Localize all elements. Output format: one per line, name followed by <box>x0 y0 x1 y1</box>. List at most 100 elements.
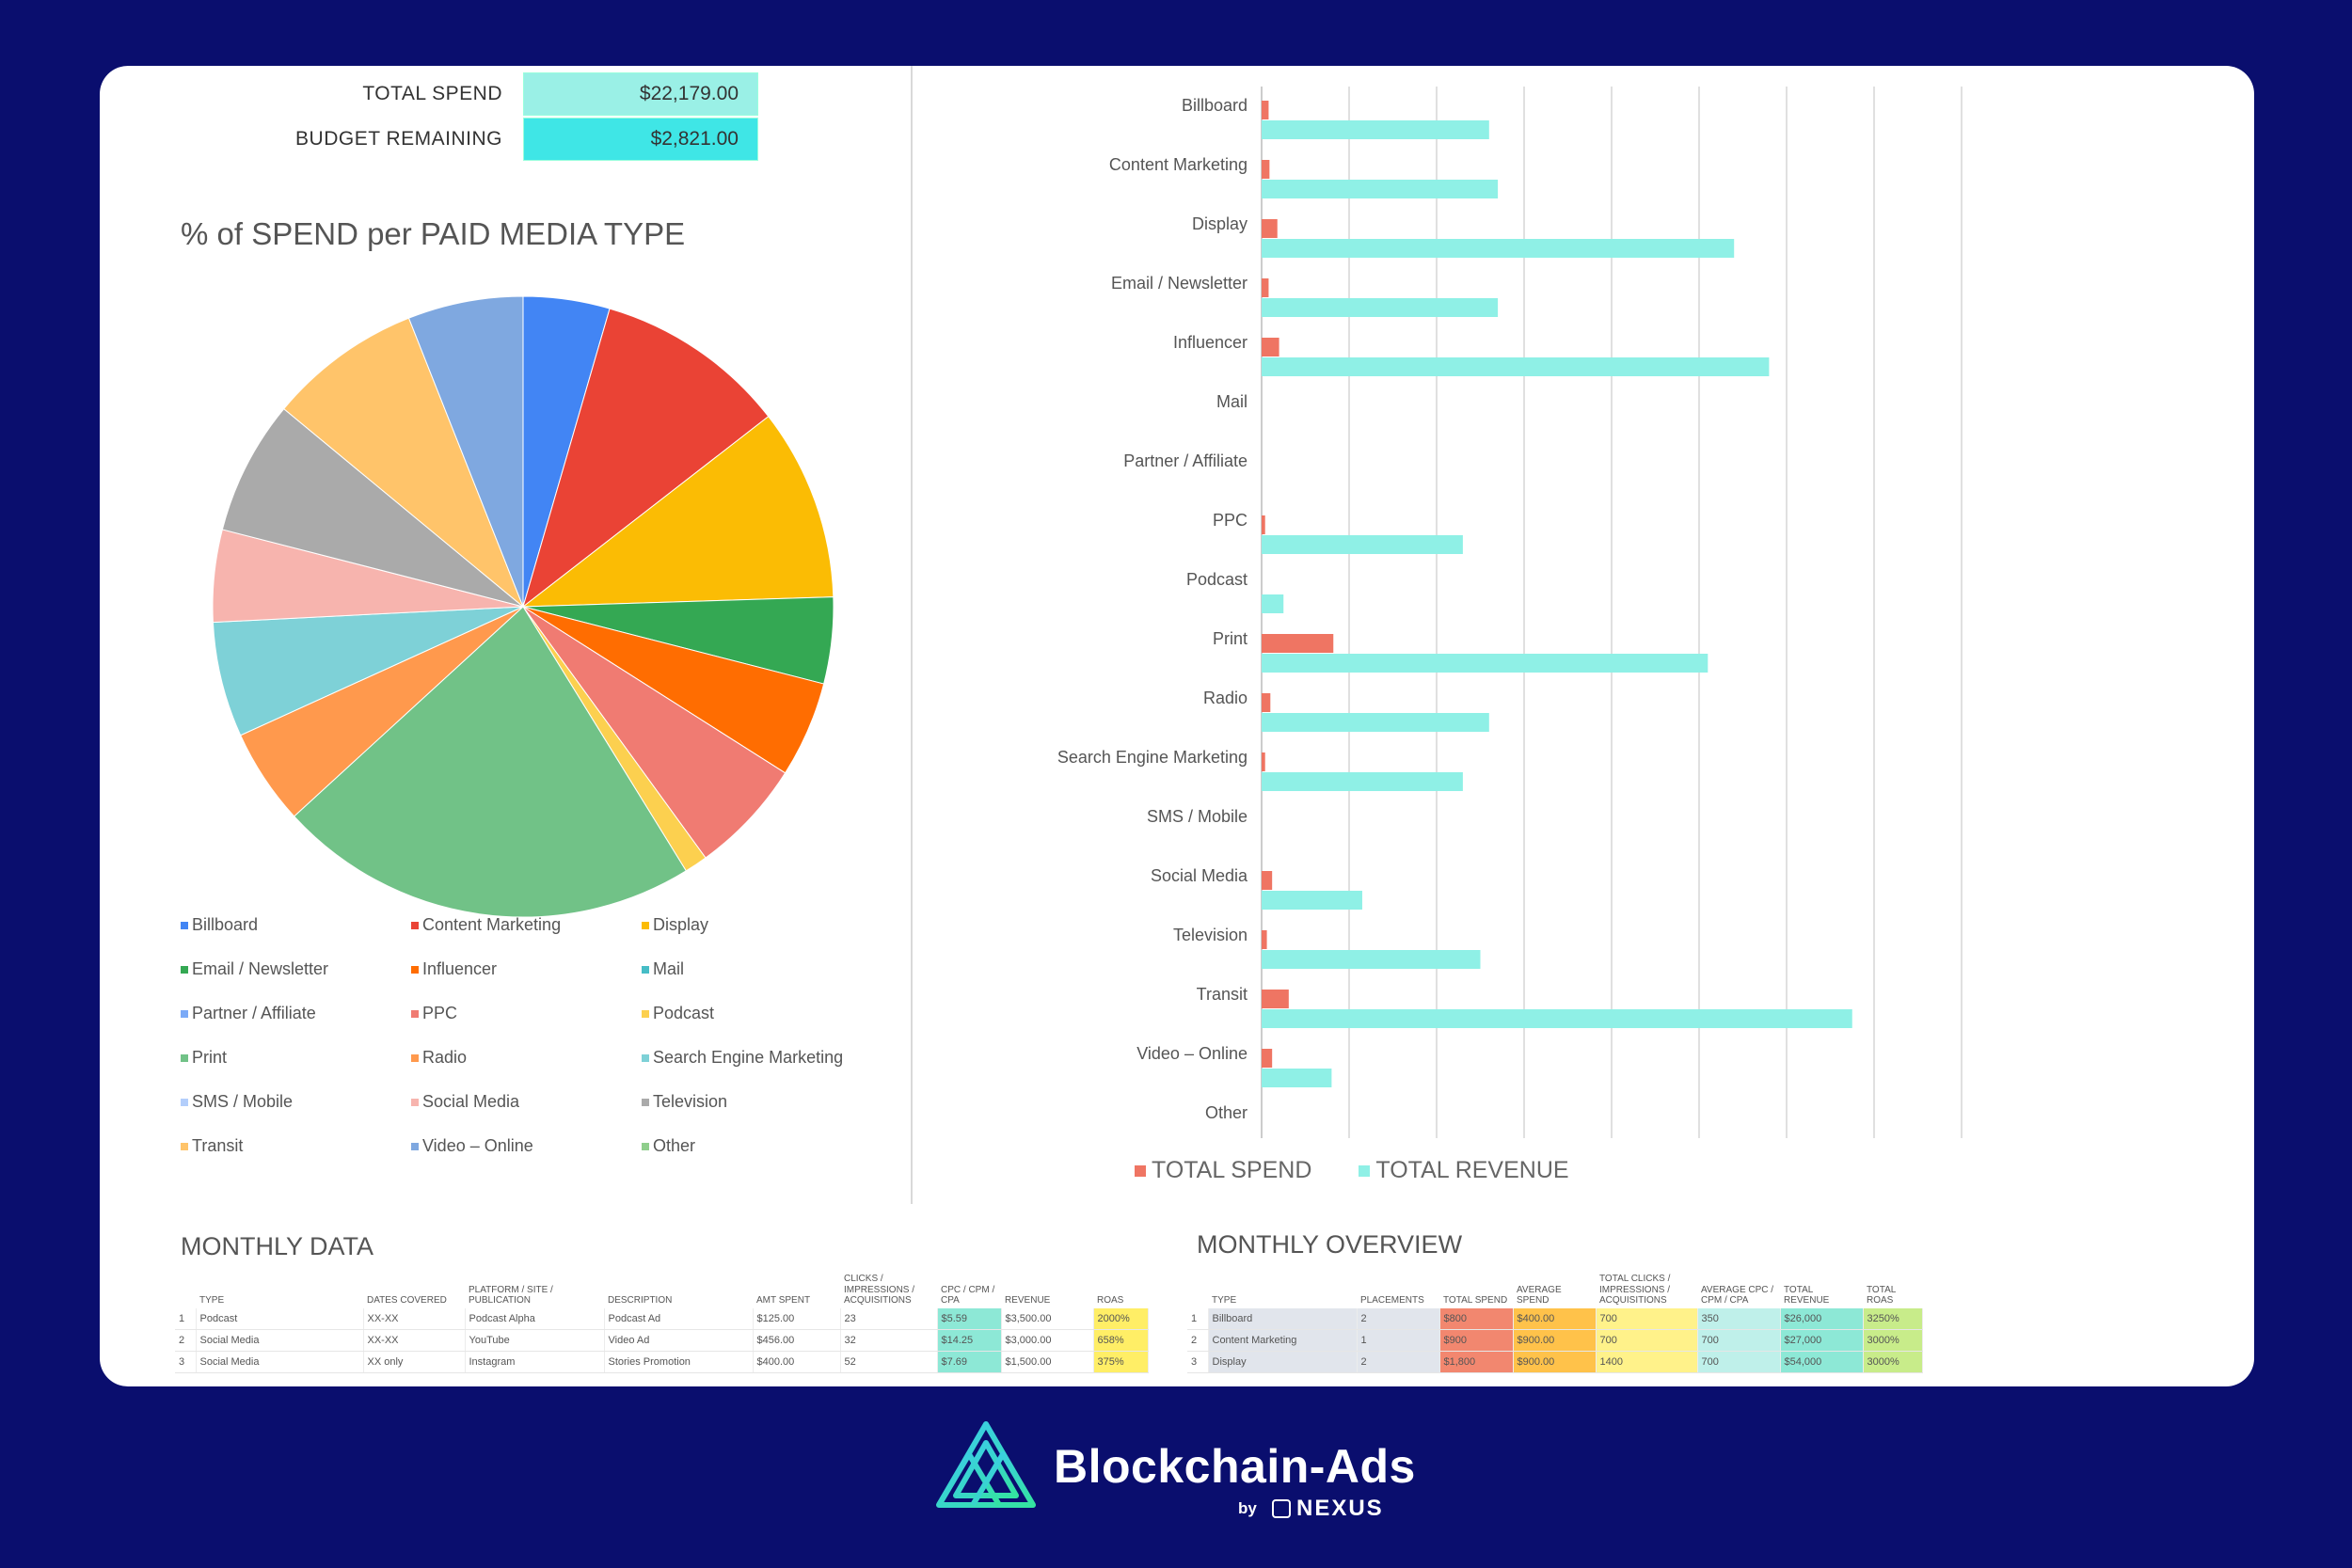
legend-swatch <box>181 1142 188 1150</box>
legend-swatch <box>411 965 419 974</box>
row-num: 3 <box>1187 1351 1209 1373</box>
category-label-podcast: Podcast <box>1186 570 1248 589</box>
pie-slice-transit <box>283 317 524 608</box>
cell-total-roas: 3250% <box>1863 1307 1923 1330</box>
cell-clicks: 23 <box>840 1307 938 1330</box>
col-header: PLACEMENTS <box>1360 1295 1424 1306</box>
legend-swatch <box>411 1053 419 1062</box>
table-row: 3 Social Media XX only Instagram Stories… <box>175 1351 1149 1373</box>
bar-total-revenue-search-engine-marketing <box>1262 772 1463 791</box>
legend-label: Radio <box>422 1048 468 1067</box>
brand-by: by <box>1238 1499 1257 1517</box>
legend-item-content-marketing: Content Marketing <box>411 912 642 938</box>
cell-roas: 658% <box>1093 1329 1149 1352</box>
legend-swatch <box>642 1098 649 1106</box>
cell-total-revenue: $26,000 <box>1780 1307 1864 1330</box>
legend-swatch <box>411 1009 419 1018</box>
bar-total-spend-video-online <box>1262 1049 1273 1068</box>
pie-slice-print <box>293 606 687 918</box>
pie-slice-content-marketing <box>522 308 770 609</box>
category-label-display: Display <box>1192 214 1248 233</box>
cell-average-spend: $900.00 <box>1513 1329 1597 1352</box>
legend-item-influencer: Influencer <box>411 957 642 982</box>
cell-description: Video Ad <box>604 1329 754 1352</box>
cell-clicks: 52 <box>840 1351 938 1373</box>
table-row: 1 Billboard 2 $800 $400.00 700 350 $26,0… <box>1187 1307 1923 1330</box>
col-header: DESCRIPTION <box>608 1295 673 1306</box>
legend-swatch <box>642 921 649 929</box>
legend-item-podcast: Podcast <box>642 1001 896 1026</box>
category-label-influencer: Influencer <box>1173 333 1248 352</box>
cell-roas: 2000% <box>1093 1307 1149 1330</box>
legend-label: SMS / Mobile <box>192 1092 294 1111</box>
legend-swatch <box>642 1053 649 1062</box>
legend-label: Print <box>192 1048 228 1067</box>
legend-label: Transit <box>192 1136 244 1155</box>
cell-placements: 1 <box>1357 1329 1440 1352</box>
cell-amount: $125.00 <box>753 1307 841 1330</box>
monthly-data-title: MONTHLY DATA <box>181 1232 374 1260</box>
legend-item-partner-affiliate: Partner / Affiliate <box>181 1001 411 1026</box>
brand-sub-label: NEXUS <box>1296 1496 1384 1521</box>
legend-label: Other <box>653 1136 696 1155</box>
bar-chart-legend: TOTAL SPEND TOTAL REVENUE <box>1135 1157 1569 1184</box>
legend-item-ppc: PPC <box>411 1001 642 1026</box>
monthly-overview-title: MONTHLY OVERVIEW <box>1197 1230 1463 1259</box>
pie-slice-search-engine-marketing <box>212 606 524 736</box>
legend-label: Influencer <box>422 959 498 978</box>
bar-chart: Billboard Content Marketing Display Email /… <box>1057 87 1963 1138</box>
legend-item-transit: Transit <box>181 1133 411 1159</box>
cell-type: Billboard <box>1208 1307 1358 1330</box>
legend-item-social-media: Social Media <box>411 1089 642 1115</box>
legend-swatch <box>642 965 649 974</box>
bar-total-revenue-radio <box>1262 713 1489 732</box>
bar-total-revenue-display <box>1262 239 1735 258</box>
cell-average-cpc: 350 <box>1697 1307 1781 1330</box>
pie-slice-television <box>221 407 524 608</box>
legend-label-total-revenue: TOTAL REVENUE <box>1375 1157 1569 1183</box>
legend-item-email-newsletter: Email / Newsletter <box>181 957 411 982</box>
cell-platform: Instagram <box>465 1351 605 1373</box>
cell-total-roas: 3000% <box>1863 1351 1923 1373</box>
cell-description: Podcast Ad <box>604 1307 754 1330</box>
cell-revenue: $3,000.00 <box>1001 1329 1094 1352</box>
category-label-search-engine-marketing: Search Engine Marketing <box>1057 748 1248 767</box>
cell-total-clicks: 1400 <box>1596 1351 1698 1373</box>
cell-average-spend: $400.00 <box>1513 1307 1597 1330</box>
legend-label-total-spend: TOTAL SPEND <box>1152 1157 1312 1183</box>
category-label-transit: Transit <box>1197 985 1248 1004</box>
cell-description: Stories Promotion <box>604 1351 754 1373</box>
col-header: DATES COVERED <box>367 1295 447 1306</box>
bar-total-spend-transit <box>1262 990 1289 1008</box>
category-label-radio: Radio <box>1203 689 1248 707</box>
cell-revenue: $1,500.00 <box>1001 1351 1094 1373</box>
cell-average-cpc: 700 <box>1697 1351 1781 1373</box>
total-spend-row: TOTAL SPEND $22,179.00 <box>213 71 758 117</box>
col-header: AVERAGE CPC / CPM / CPA <box>1701 1284 1774 1307</box>
legend-swatch <box>181 965 188 974</box>
budget-remaining-value: $2,821.00 <box>523 118 758 161</box>
cell-total-revenue: $54,000 <box>1780 1351 1864 1373</box>
legend-label: PPC <box>422 1004 458 1022</box>
cell-cpc: $14.25 <box>937 1329 1002 1352</box>
cell-type: Display <box>1208 1351 1358 1373</box>
cell-average-cpc: 700 <box>1697 1329 1781 1352</box>
pie-slice-video-online <box>407 295 524 608</box>
cell-platform: Podcast Alpha <box>465 1307 605 1330</box>
category-label-ppc: PPC <box>1213 511 1248 530</box>
category-label-mail: Mail <box>1216 392 1248 411</box>
table-row: 2 Social Media XX-XX YouTube Video Ad $4… <box>175 1329 1149 1352</box>
legend-item-television: Television <box>642 1089 896 1115</box>
cell-average-spend: $900.00 <box>1513 1351 1597 1373</box>
cell-placements: 2 <box>1357 1351 1440 1373</box>
legend-swatch <box>181 921 188 929</box>
brand-sub: NEXUS <box>1272 1496 1384 1522</box>
bar-total-spend-television <box>1262 930 1267 949</box>
cell-total-spend: $800 <box>1439 1307 1514 1330</box>
cell-type: Social Media <box>196 1351 364 1373</box>
pie-slice-display <box>521 416 834 608</box>
category-label-video-online: Video – Online <box>1136 1044 1248 1063</box>
brand-logo: Blockchain-Ads by NEXUS <box>931 1418 1430 1522</box>
legend-swatch-total-spend <box>1135 1164 1146 1177</box>
bar-total-revenue-billboard <box>1262 120 1489 139</box>
